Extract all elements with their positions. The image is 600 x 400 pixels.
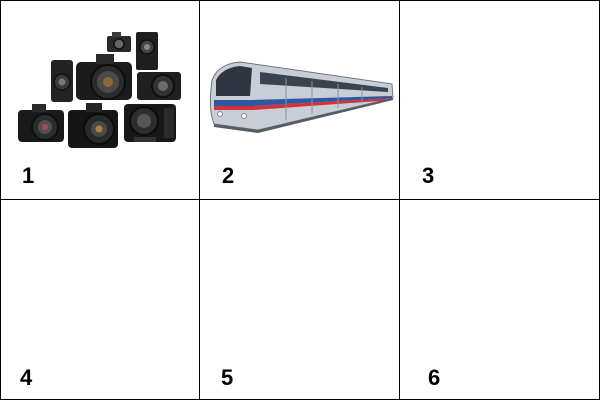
cell-number: 5 [221,365,234,390]
metro-train-picture [209,61,394,133]
grid-cell-6: 6 [400,200,600,400]
grid-cell-2: 2 [200,0,400,200]
cell-number: 1 [22,163,35,188]
camera-icon [76,54,132,100]
camera-icon [51,60,73,102]
cell-number: 4 [20,365,33,390]
camera-icon [136,32,158,70]
grid-divider-vertical-1 [199,0,200,400]
camera-icon [68,103,118,148]
camera-icon [137,72,181,100]
grid-cell-1: 1 [0,0,200,200]
cell-number: 3 [422,163,435,188]
cell-number: 6 [428,365,441,390]
cell-number: 2 [222,163,235,188]
train-icon [209,61,394,133]
grid-cell-4: 4 [0,200,200,400]
cameras-picture [18,32,181,148]
grid-cell-5: 5 [200,200,400,400]
grid-border-top [0,0,600,1]
grid-cell-3: 3 [400,0,600,200]
grid-divider-vertical-2 [399,0,400,400]
grid-divider-horizontal [0,199,600,200]
camera-icon [124,104,176,142]
camera-icon [18,104,64,142]
grid-border-left [0,0,1,400]
camera-icon [107,32,131,52]
